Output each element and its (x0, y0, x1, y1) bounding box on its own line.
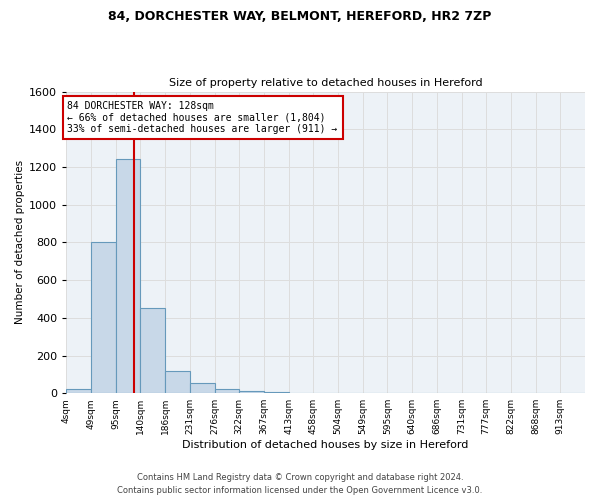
Text: Contains HM Land Registry data © Crown copyright and database right 2024.
Contai: Contains HM Land Registry data © Crown c… (118, 474, 482, 495)
Bar (67, 390, 91, 393)
Bar (165, 370, 190, 393)
Bar (215, 390, 239, 393)
Bar (239, 392, 264, 393)
Bar (264, 392, 289, 393)
Text: 84 DORCHESTER WAY: 128sqm
← 66% of detached houses are smaller (1,804)
33% of se: 84 DORCHESTER WAY: 128sqm ← 66% of detac… (67, 101, 338, 134)
Text: 84, DORCHESTER WAY, BELMONT, HEREFORD, HR2 7ZP: 84, DORCHESTER WAY, BELMONT, HEREFORD, H… (109, 10, 491, 23)
Bar (91, 242, 116, 393)
Title: Size of property relative to detached houses in Hereford: Size of property relative to detached ho… (169, 78, 482, 88)
Bar (116, 160, 140, 393)
Y-axis label: Number of detached properties: Number of detached properties (15, 160, 25, 324)
X-axis label: Distribution of detached houses by size in Hereford: Distribution of detached houses by size … (182, 440, 469, 450)
Bar (190, 383, 215, 393)
Bar (140, 308, 165, 393)
